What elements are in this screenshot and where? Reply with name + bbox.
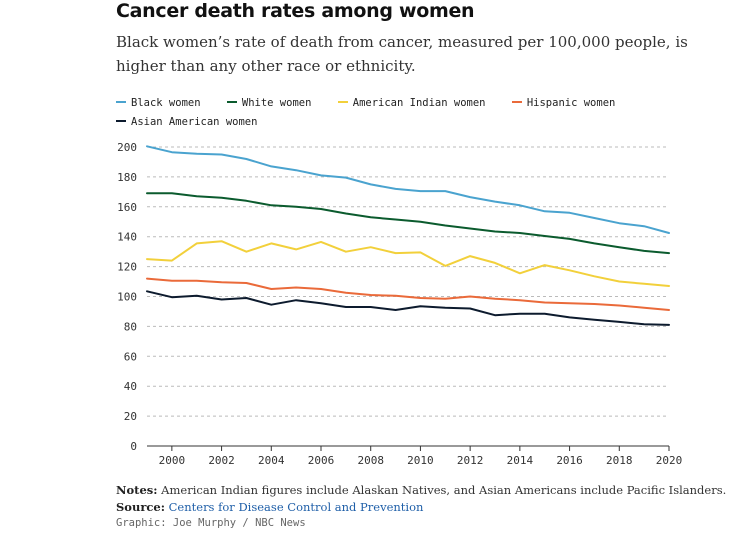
legend-swatch [511,101,522,103]
legend-swatch [116,101,126,103]
legend-item-hispanic-women: Hispanic women [511,94,616,113]
source-link[interactable]: Centers for Disease Control and Preventi… [168,500,424,514]
legend-label: Hispanic women [526,97,616,109]
x-tick-label: 2012 [457,454,484,467]
chart-subtitle: Black women’s rate of death from cancer,… [116,33,688,75]
legend-item-asian-american-women: Asian American women [116,113,257,132]
notes-line: Notes: American Indian figures include A… [116,482,736,499]
legend-swatch [337,101,348,103]
x-tick-label: 2018 [606,454,633,467]
chart-notes: Notes: American Indian figures include A… [116,482,736,516]
y-tick-label: 140 [117,231,137,244]
legend-swatch [116,120,126,122]
y-tick-label: 120 [117,261,137,274]
x-tick-label: 2002 [208,454,235,467]
y-tick-label: 200 [117,141,137,154]
legend-item-black-women: Black women [116,94,201,113]
series-line-black-women [146,145,670,234]
x-tick-label: 2000 [159,454,186,467]
series-line-white-women [146,192,670,255]
source-line: Source: Centers for Disease Control and … [116,499,736,516]
legend-label: Black women [131,97,201,109]
y-tick-label: 80 [124,320,137,333]
legend: Black women White women American Indian … [116,94,716,132]
y-tick-label: 160 [117,201,137,214]
x-tick-label: 2008 [357,454,384,467]
legend-label: White women [241,97,312,109]
notes-label: Notes: [116,483,158,497]
y-tick-label: 0 [130,440,137,453]
series-line-asian-american-women [146,290,670,326]
x-tick-label: 2016 [556,454,583,467]
y-tick-label: 100 [117,291,137,304]
chart-title: Cancer death rates among women [116,0,475,22]
y-tick-label: 60 [124,350,137,363]
x-tick-label: 2014 [507,454,534,467]
source-label: Source: [116,500,165,514]
series-line-american-indian-women [146,240,670,287]
y-tick-label: 20 [124,410,137,423]
series-line-hispanic-women [146,277,670,311]
graphic-credit: Graphic: Joe Murphy / NBC News [116,517,306,529]
legend-swatch [226,101,237,103]
legend-item-white-women: White women [226,94,312,113]
x-tick-label: 2006 [308,454,335,467]
x-tick-label: 2020 [656,454,683,467]
legend-label: American Indian women [352,97,486,109]
x-tick-label: 2010 [407,454,434,467]
legend-label: Asian American women [131,116,258,128]
legend-item-american-indian-women: American Indian women [337,94,486,113]
y-tick-label: 180 [117,171,137,184]
y-tick-label: 40 [124,380,137,393]
x-tick-label: 2004 [258,454,285,467]
notes-text: American Indian figures include Alaskan … [157,483,727,497]
